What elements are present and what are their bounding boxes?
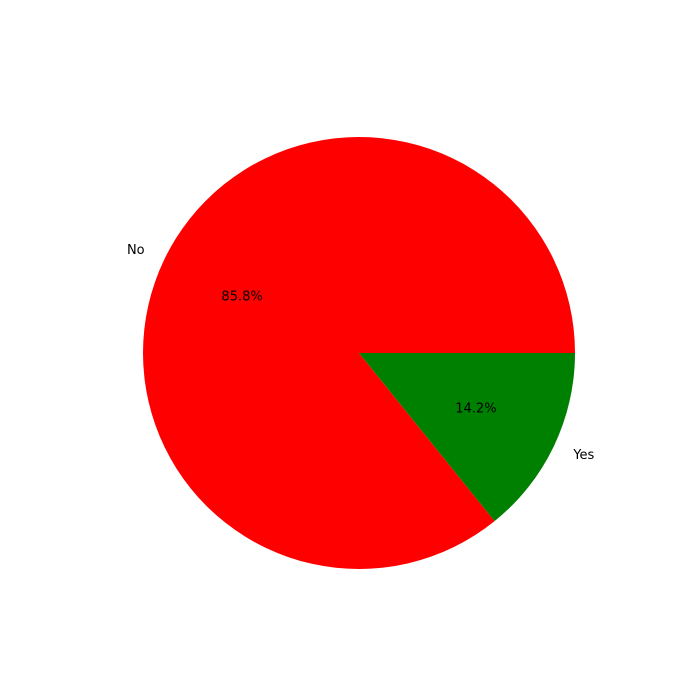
slice-label-yes: Yes — [572, 448, 594, 463]
pie-slice-no — [143, 136, 576, 569]
pie-slice-yes — [359, 353, 575, 522]
pie-labels: No 85.8% Yes 14.2% — [127, 243, 595, 463]
pie-slices — [143, 136, 576, 569]
slice-label-no: No — [127, 243, 145, 258]
slice-percent-no: 85.8% — [221, 290, 262, 305]
slice-percent-yes: 14.2% — [455, 401, 496, 416]
